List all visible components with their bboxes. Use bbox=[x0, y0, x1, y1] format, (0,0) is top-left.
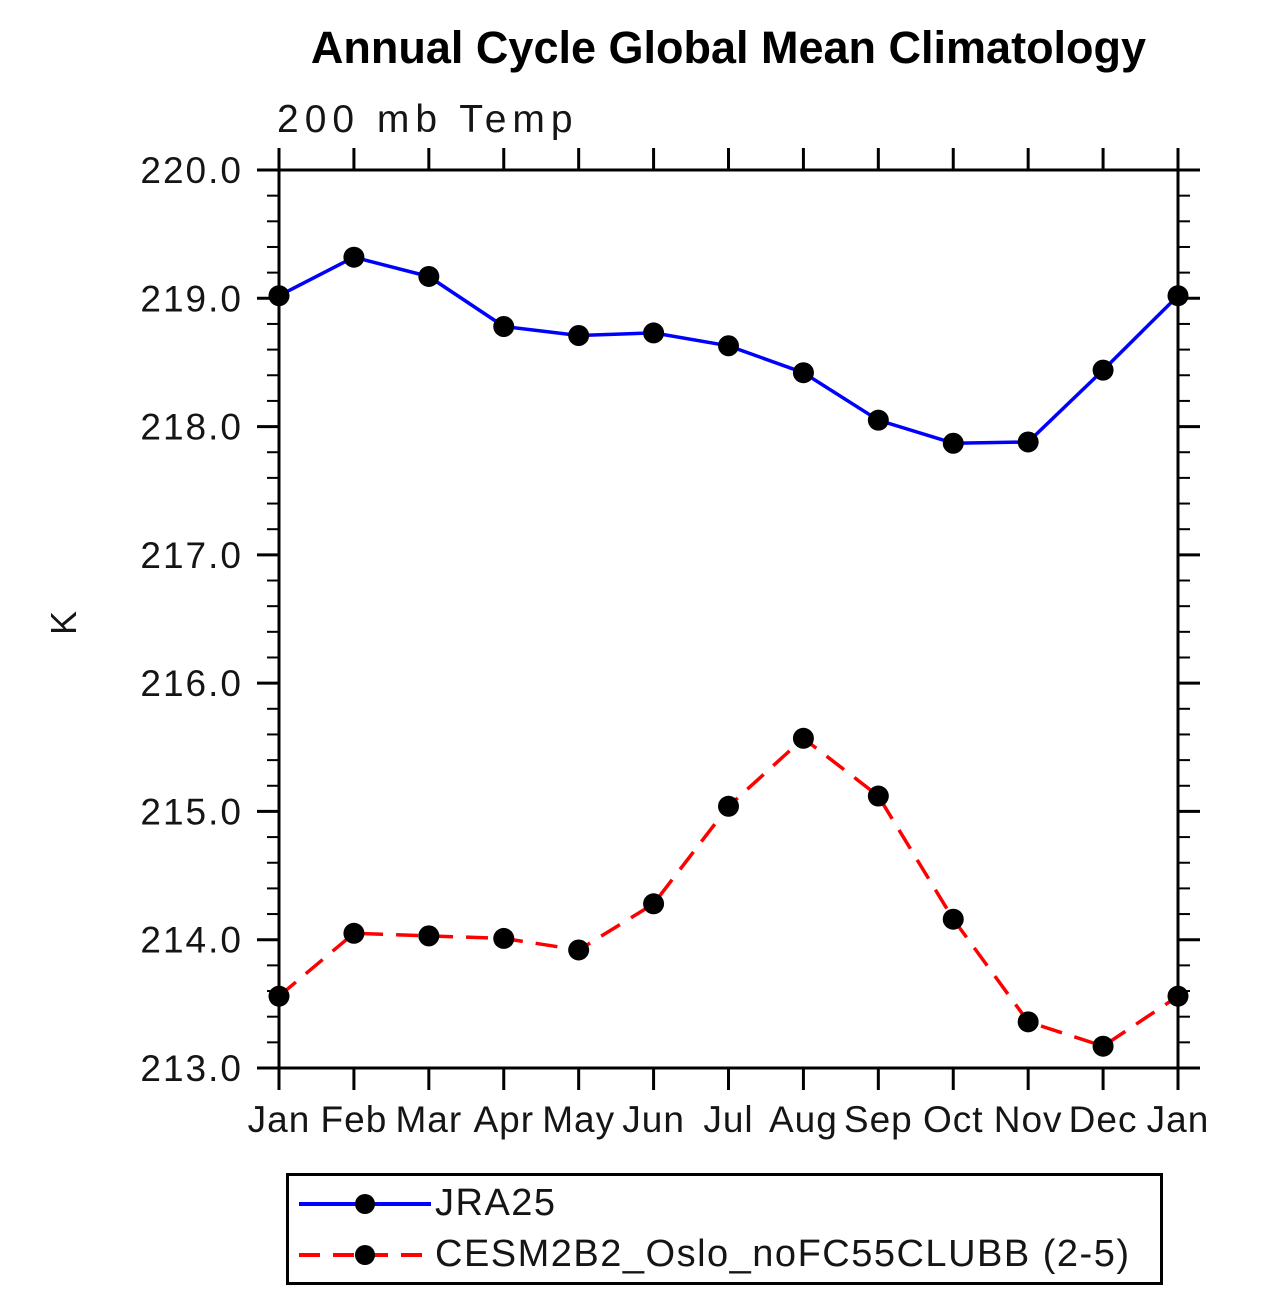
data-point bbox=[1092, 1035, 1114, 1057]
x-tick-label: Aug bbox=[769, 1099, 838, 1140]
cesm-swatch-marker bbox=[355, 1244, 375, 1265]
x-tick-label: May bbox=[542, 1099, 615, 1140]
y-tick-label: 216.0 bbox=[140, 663, 243, 704]
legend-item-cesm: CESM2B2_Oslo_noFC55CLUBB (2-5) bbox=[295, 1233, 1160, 1276]
x-tick-label: Mar bbox=[395, 1099, 462, 1140]
data-point bbox=[568, 939, 590, 961]
data-point bbox=[718, 795, 739, 817]
data-point bbox=[643, 893, 665, 915]
x-tick-label: Jan bbox=[1147, 1099, 1210, 1140]
x-tick-label: Jul bbox=[703, 1099, 753, 1140]
y-tick-label: 213.0 bbox=[140, 1048, 243, 1089]
data-point bbox=[493, 927, 515, 949]
jra25-swatch-marker bbox=[355, 1193, 375, 1214]
data-point bbox=[1167, 985, 1189, 1007]
data-point bbox=[867, 785, 889, 807]
data-point bbox=[792, 727, 814, 749]
y-tick-label: 220.0 bbox=[140, 150, 243, 191]
data-point bbox=[1017, 1011, 1039, 1033]
data-point bbox=[1167, 285, 1189, 307]
chart-title: Annual Cycle Global Mean Climatology bbox=[310, 22, 1147, 73]
data-point bbox=[493, 316, 515, 338]
x-tick-label: Sep bbox=[844, 1099, 913, 1140]
y-tick-label: 217.0 bbox=[140, 535, 243, 576]
data-point bbox=[643, 322, 665, 344]
data-point bbox=[418, 265, 440, 287]
data-point bbox=[343, 922, 365, 944]
jra25-line-swatch bbox=[299, 1193, 431, 1214]
data-point bbox=[1092, 359, 1114, 381]
y-tick-label: 219.0 bbox=[140, 278, 243, 319]
legend-item-jra25: JRA25 bbox=[295, 1182, 1160, 1225]
data-point bbox=[718, 335, 739, 357]
data-point bbox=[867, 409, 889, 431]
x-tick-label: Jan bbox=[248, 1099, 311, 1140]
legend-box: JRA25 CESM2B2_Oslo_noFC55CLUBB (2-5) bbox=[286, 1173, 1163, 1285]
x-tick-label: Jun bbox=[622, 1099, 685, 1140]
data-point bbox=[418, 925, 440, 947]
legend-label-cesm: CESM2B2_Oslo_noFC55CLUBB (2-5) bbox=[435, 1233, 1131, 1275]
x-tick-label: Apr bbox=[473, 1099, 534, 1140]
chart-subtitle: 200 mb Temp bbox=[277, 98, 579, 141]
data-point bbox=[792, 362, 814, 384]
data-point bbox=[568, 324, 590, 346]
x-tick-label: Nov bbox=[994, 1099, 1063, 1140]
data-point bbox=[268, 285, 290, 307]
y-tick-label: 215.0 bbox=[140, 791, 243, 832]
y-tick-label: 214.0 bbox=[140, 920, 243, 961]
x-tick-label: Feb bbox=[321, 1099, 388, 1140]
data-point bbox=[343, 246, 365, 268]
cesm-line-swatch bbox=[299, 1244, 431, 1265]
data-point bbox=[268, 985, 290, 1007]
plot-frame bbox=[277, 168, 1180, 1070]
y-tick-label: 218.0 bbox=[140, 407, 243, 448]
x-tick-label: Oct bbox=[923, 1099, 984, 1140]
series-line-cesm bbox=[277, 736, 1179, 1048]
data-point bbox=[1017, 431, 1039, 453]
data-point bbox=[942, 432, 964, 454]
x-tick-label: Dec bbox=[1069, 1099, 1138, 1140]
legend-label-jra25: JRA25 bbox=[435, 1182, 557, 1224]
data-point bbox=[942, 908, 964, 930]
